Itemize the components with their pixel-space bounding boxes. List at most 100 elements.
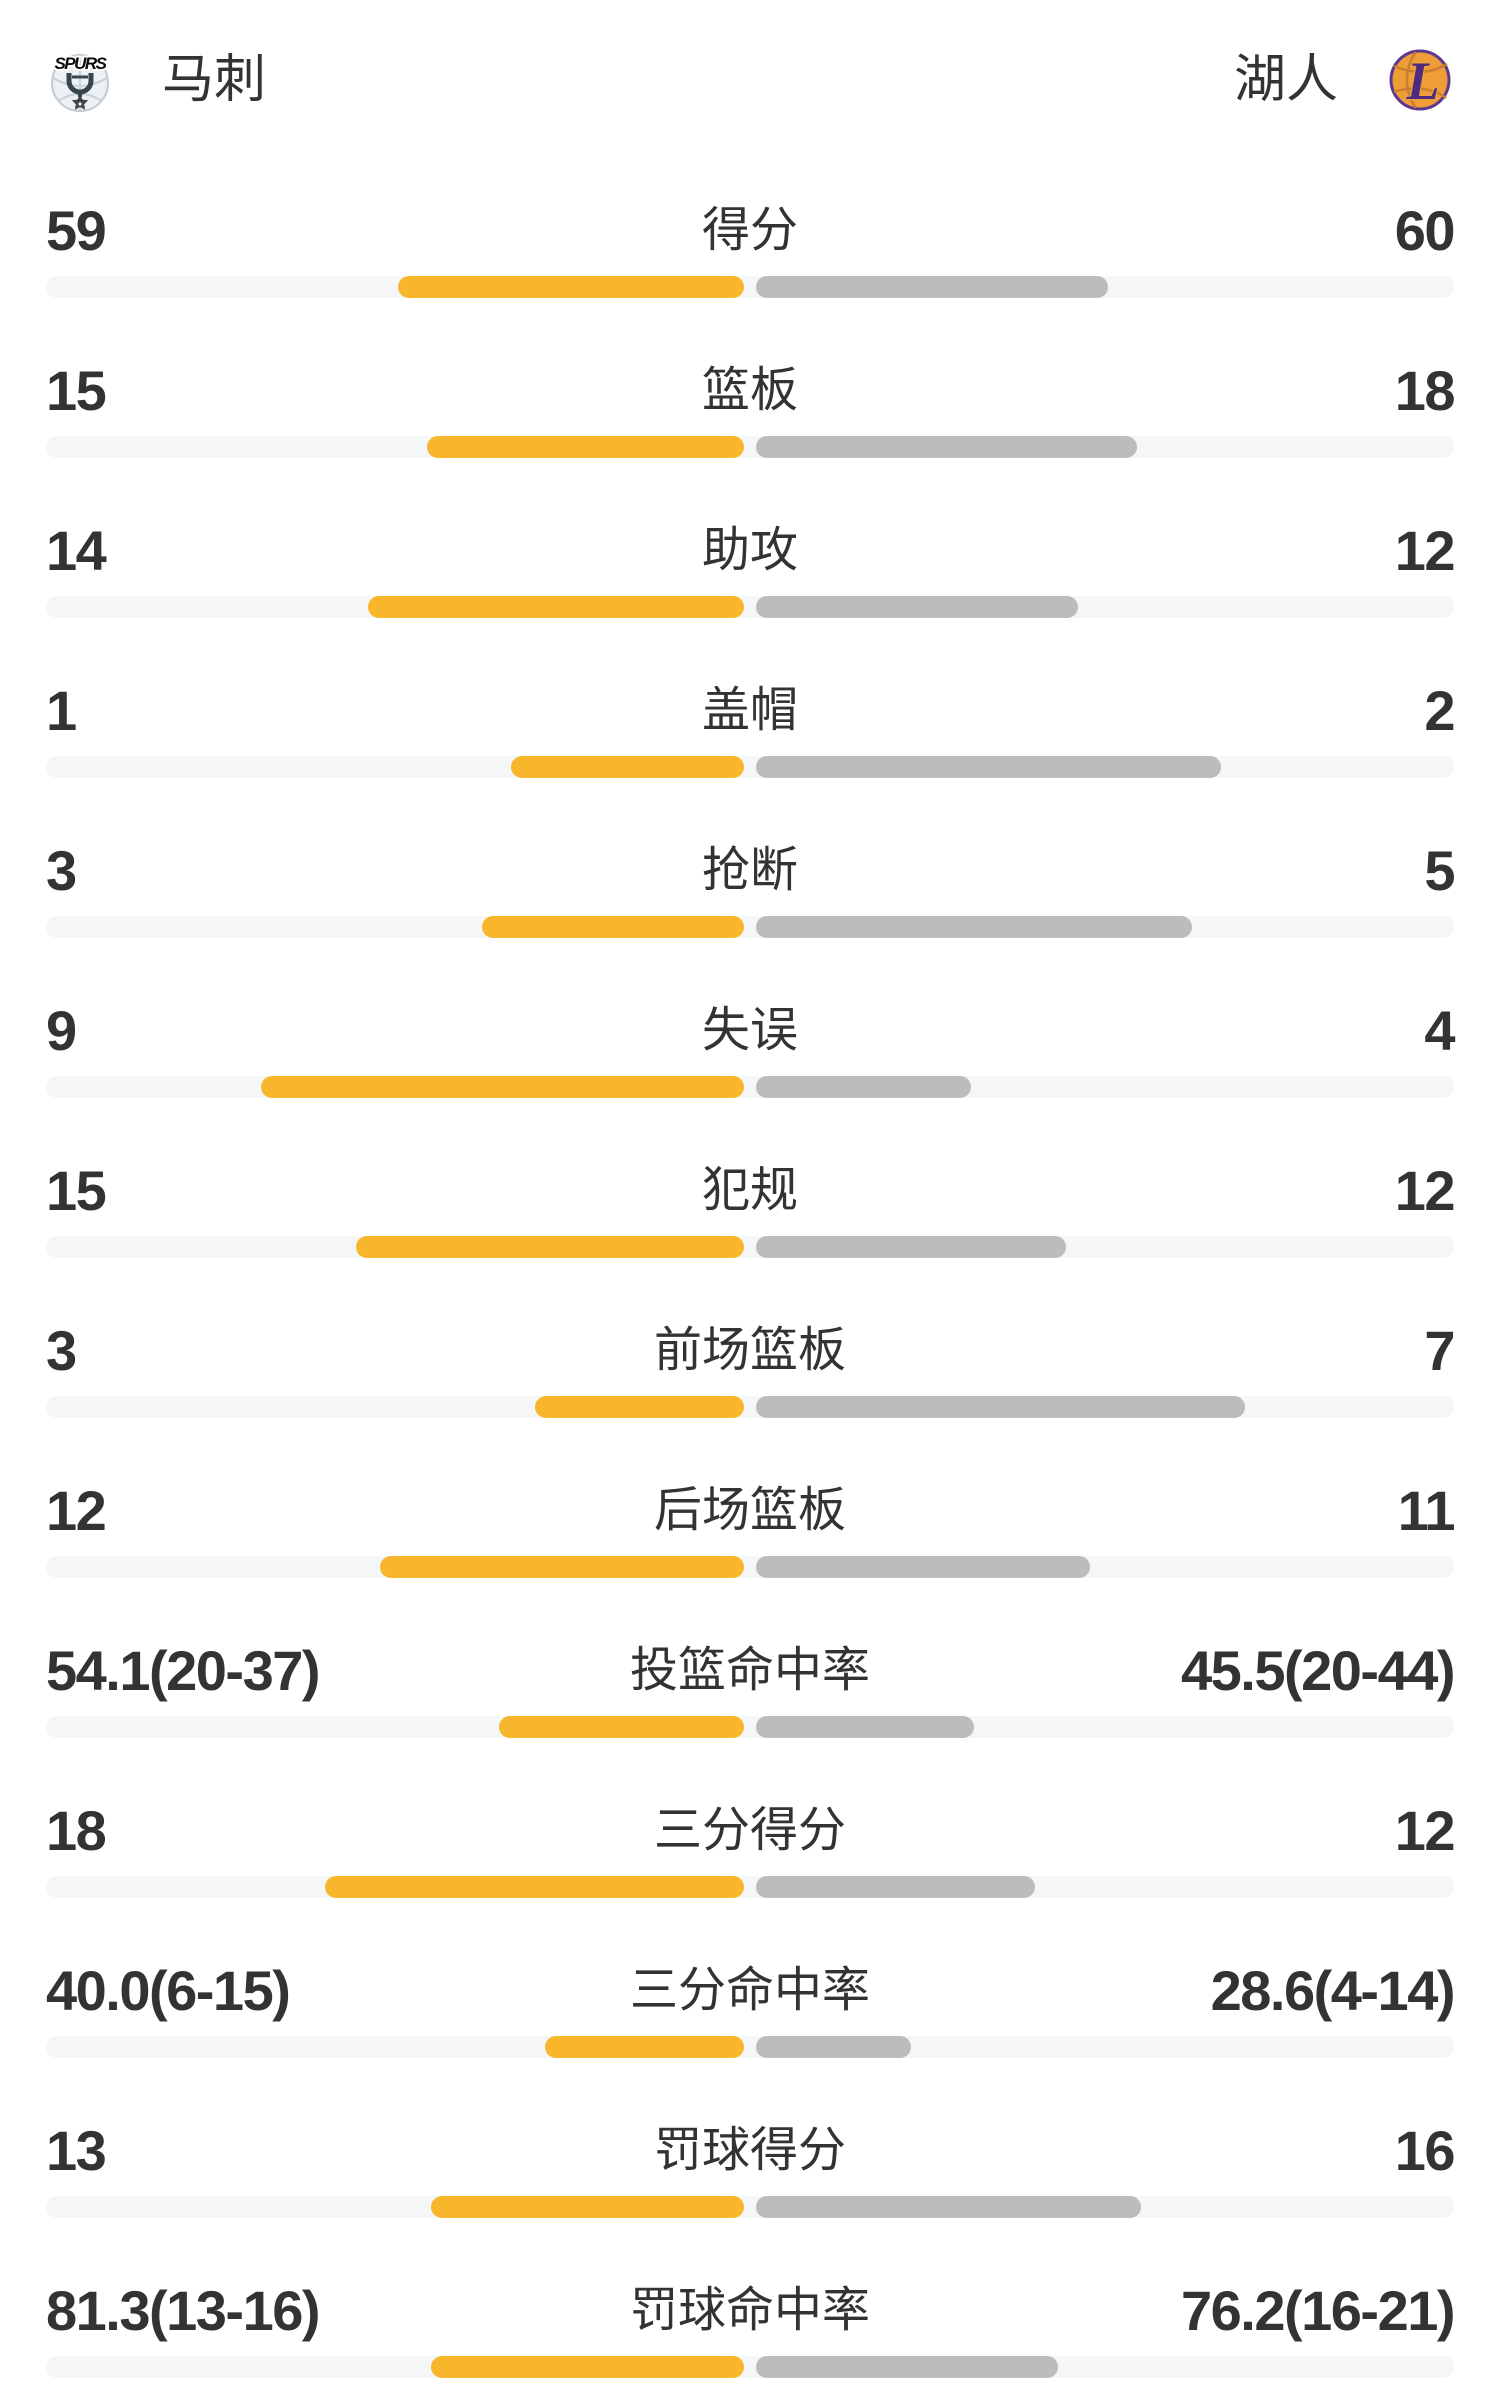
away-bar	[756, 2036, 912, 2058]
home-bar	[482, 916, 744, 938]
stat-label: 投篮命中率	[629, 1644, 870, 1697]
away-bar	[756, 1076, 971, 1098]
stat-line: 12 后场篮板 11	[46, 1476, 1456, 1546]
away-value: 28.6(4-14)	[1210, 1959, 1456, 2022]
stat-row-fouls: 15 犯规 12	[46, 1156, 1456, 1258]
stat-line: 81.3(13-16) 罚球命中率 76.2(16-21)	[46, 2276, 1456, 2346]
stat-bar-track	[46, 2356, 1454, 2378]
home-value: 40.0(6-15)	[46, 1959, 291, 2022]
stat-label: 后场篮板	[653, 1484, 846, 1537]
home-bar	[498, 1716, 744, 1738]
stat-row-defensive-rebounds: 12 后场篮板 11	[46, 1476, 1456, 1578]
stat-bar-track	[46, 2196, 1454, 2218]
stat-row-turnovers: 9 失误 4	[46, 996, 1456, 1098]
away-bar	[756, 596, 1079, 618]
stat-row-field-goal-pct: 54.1(20-37) 投篮命中率 45.5(20-44)	[46, 1636, 1456, 1738]
stat-label: 三分得分	[653, 1804, 846, 1857]
stat-label: 三分命中率	[629, 1964, 870, 2017]
home-bar	[397, 276, 744, 298]
stat-row-blocks: 1 盖帽 2	[46, 676, 1456, 778]
stat-bar-track	[46, 916, 1454, 938]
away-bar	[756, 276, 1108, 298]
stat-bar-track	[46, 1556, 1454, 1578]
home-bar	[368, 596, 744, 618]
stat-label: 抢断	[701, 844, 798, 897]
stats-list: 59 得分 60 15 篮板 18 14 助攻	[0, 196, 1500, 2378]
stat-line: 15 犯规 12	[46, 1156, 1456, 1226]
stat-bar-track	[46, 2036, 1454, 2058]
stat-bar-track	[46, 756, 1454, 778]
svg-text:SPURS: SPURS	[54, 54, 107, 73]
stat-line: 13 罚球得分 16	[46, 2116, 1456, 2186]
stat-row-three-point-points: 18 三分得分 12	[46, 1796, 1456, 1898]
spurs-logo-icon: SPURS	[46, 46, 114, 114]
stat-line: 3 前场篮板 7	[46, 1316, 1456, 1386]
stat-row-rebounds: 15 篮板 18	[46, 356, 1456, 458]
stat-bar-track	[46, 276, 1454, 298]
match-header: SPURS 马刺 湖人 L	[0, 0, 1500, 114]
away-value: 16	[1394, 2119, 1456, 2182]
stat-row-free-throw-pct: 81.3(13-16) 罚球命中率 76.2(16-21)	[46, 2276, 1456, 2378]
stat-label: 失误	[701, 1004, 798, 1057]
away-value: 11	[1397, 1479, 1456, 1542]
home-value: 15	[46, 1159, 107, 1222]
home-team[interactable]: SPURS 马刺	[46, 46, 266, 114]
stat-line: 59 得分 60	[46, 196, 1456, 266]
stat-row-offensive-rebounds: 3 前场篮板 7	[46, 1316, 1456, 1418]
away-team-name: 湖人	[1233, 51, 1338, 109]
away-team[interactable]: 湖人 L	[1234, 46, 1454, 114]
home-value: 54.1(20-37)	[46, 1639, 321, 1702]
home-bar	[534, 1396, 744, 1418]
home-bar	[544, 2036, 744, 2058]
stat-line: 1 盖帽 2	[46, 676, 1456, 746]
stat-line: 15 篮板 18	[46, 356, 1456, 426]
away-value: 76.2(16-21)	[1180, 2279, 1456, 2342]
stat-row-steals: 3 抢断 5	[46, 836, 1456, 938]
stat-bar-track	[46, 436, 1454, 458]
stat-label: 助攻	[701, 524, 798, 577]
home-value: 1	[46, 679, 77, 742]
stat-bar-track	[46, 1716, 1454, 1738]
stat-label: 罚球得分	[653, 2124, 846, 2177]
home-value: 14	[46, 519, 107, 582]
away-value: 12	[1394, 1799, 1456, 1862]
home-value: 3	[46, 839, 77, 902]
stat-line: 18 三分得分 12	[46, 1796, 1456, 1866]
stat-bar-track	[46, 1236, 1454, 1258]
away-bar	[756, 436, 1137, 458]
away-value: 45.5(20-44)	[1180, 1639, 1456, 1702]
stat-line: 14 助攻 12	[46, 516, 1456, 586]
stat-label: 篮板	[701, 364, 798, 417]
stat-row-three-point-pct: 40.0(6-15) 三分命中率 28.6(4-14)	[46, 1956, 1456, 2058]
away-value: 4	[1424, 999, 1455, 1062]
away-bar	[756, 1236, 1067, 1258]
away-bar	[756, 1396, 1245, 1418]
stat-line: 54.1(20-37) 投篮命中率 45.5(20-44)	[46, 1636, 1456, 1706]
stat-label: 前场篮板	[653, 1324, 846, 1377]
away-value: 12	[1394, 1159, 1456, 1222]
away-bar	[756, 916, 1193, 938]
away-bar	[756, 1876, 1036, 1898]
home-bar	[325, 1876, 744, 1898]
stat-row-assists: 14 助攻 12	[46, 516, 1456, 618]
away-value: 60	[1394, 199, 1456, 262]
stat-label: 盖帽	[701, 684, 798, 737]
away-bar	[756, 2196, 1142, 2218]
home-bar	[431, 2196, 744, 2218]
home-value: 9	[46, 999, 77, 1062]
home-bar	[431, 2356, 744, 2378]
stat-line: 40.0(6-15) 三分命中率 28.6(4-14)	[46, 1956, 1456, 2026]
away-value: 5	[1424, 839, 1455, 902]
away-bar	[756, 756, 1222, 778]
stat-line: 9 失误 4	[46, 996, 1456, 1066]
stat-bar-track	[46, 1076, 1454, 1098]
away-value: 12	[1394, 519, 1456, 582]
home-bar	[426, 436, 744, 458]
home-bar	[511, 756, 744, 778]
stat-label: 罚球命中率	[629, 2284, 870, 2337]
stat-bar-track	[46, 1396, 1454, 1418]
stat-label: 得分	[701, 204, 798, 257]
home-value: 13	[46, 2119, 107, 2182]
stat-bar-track	[46, 596, 1454, 618]
